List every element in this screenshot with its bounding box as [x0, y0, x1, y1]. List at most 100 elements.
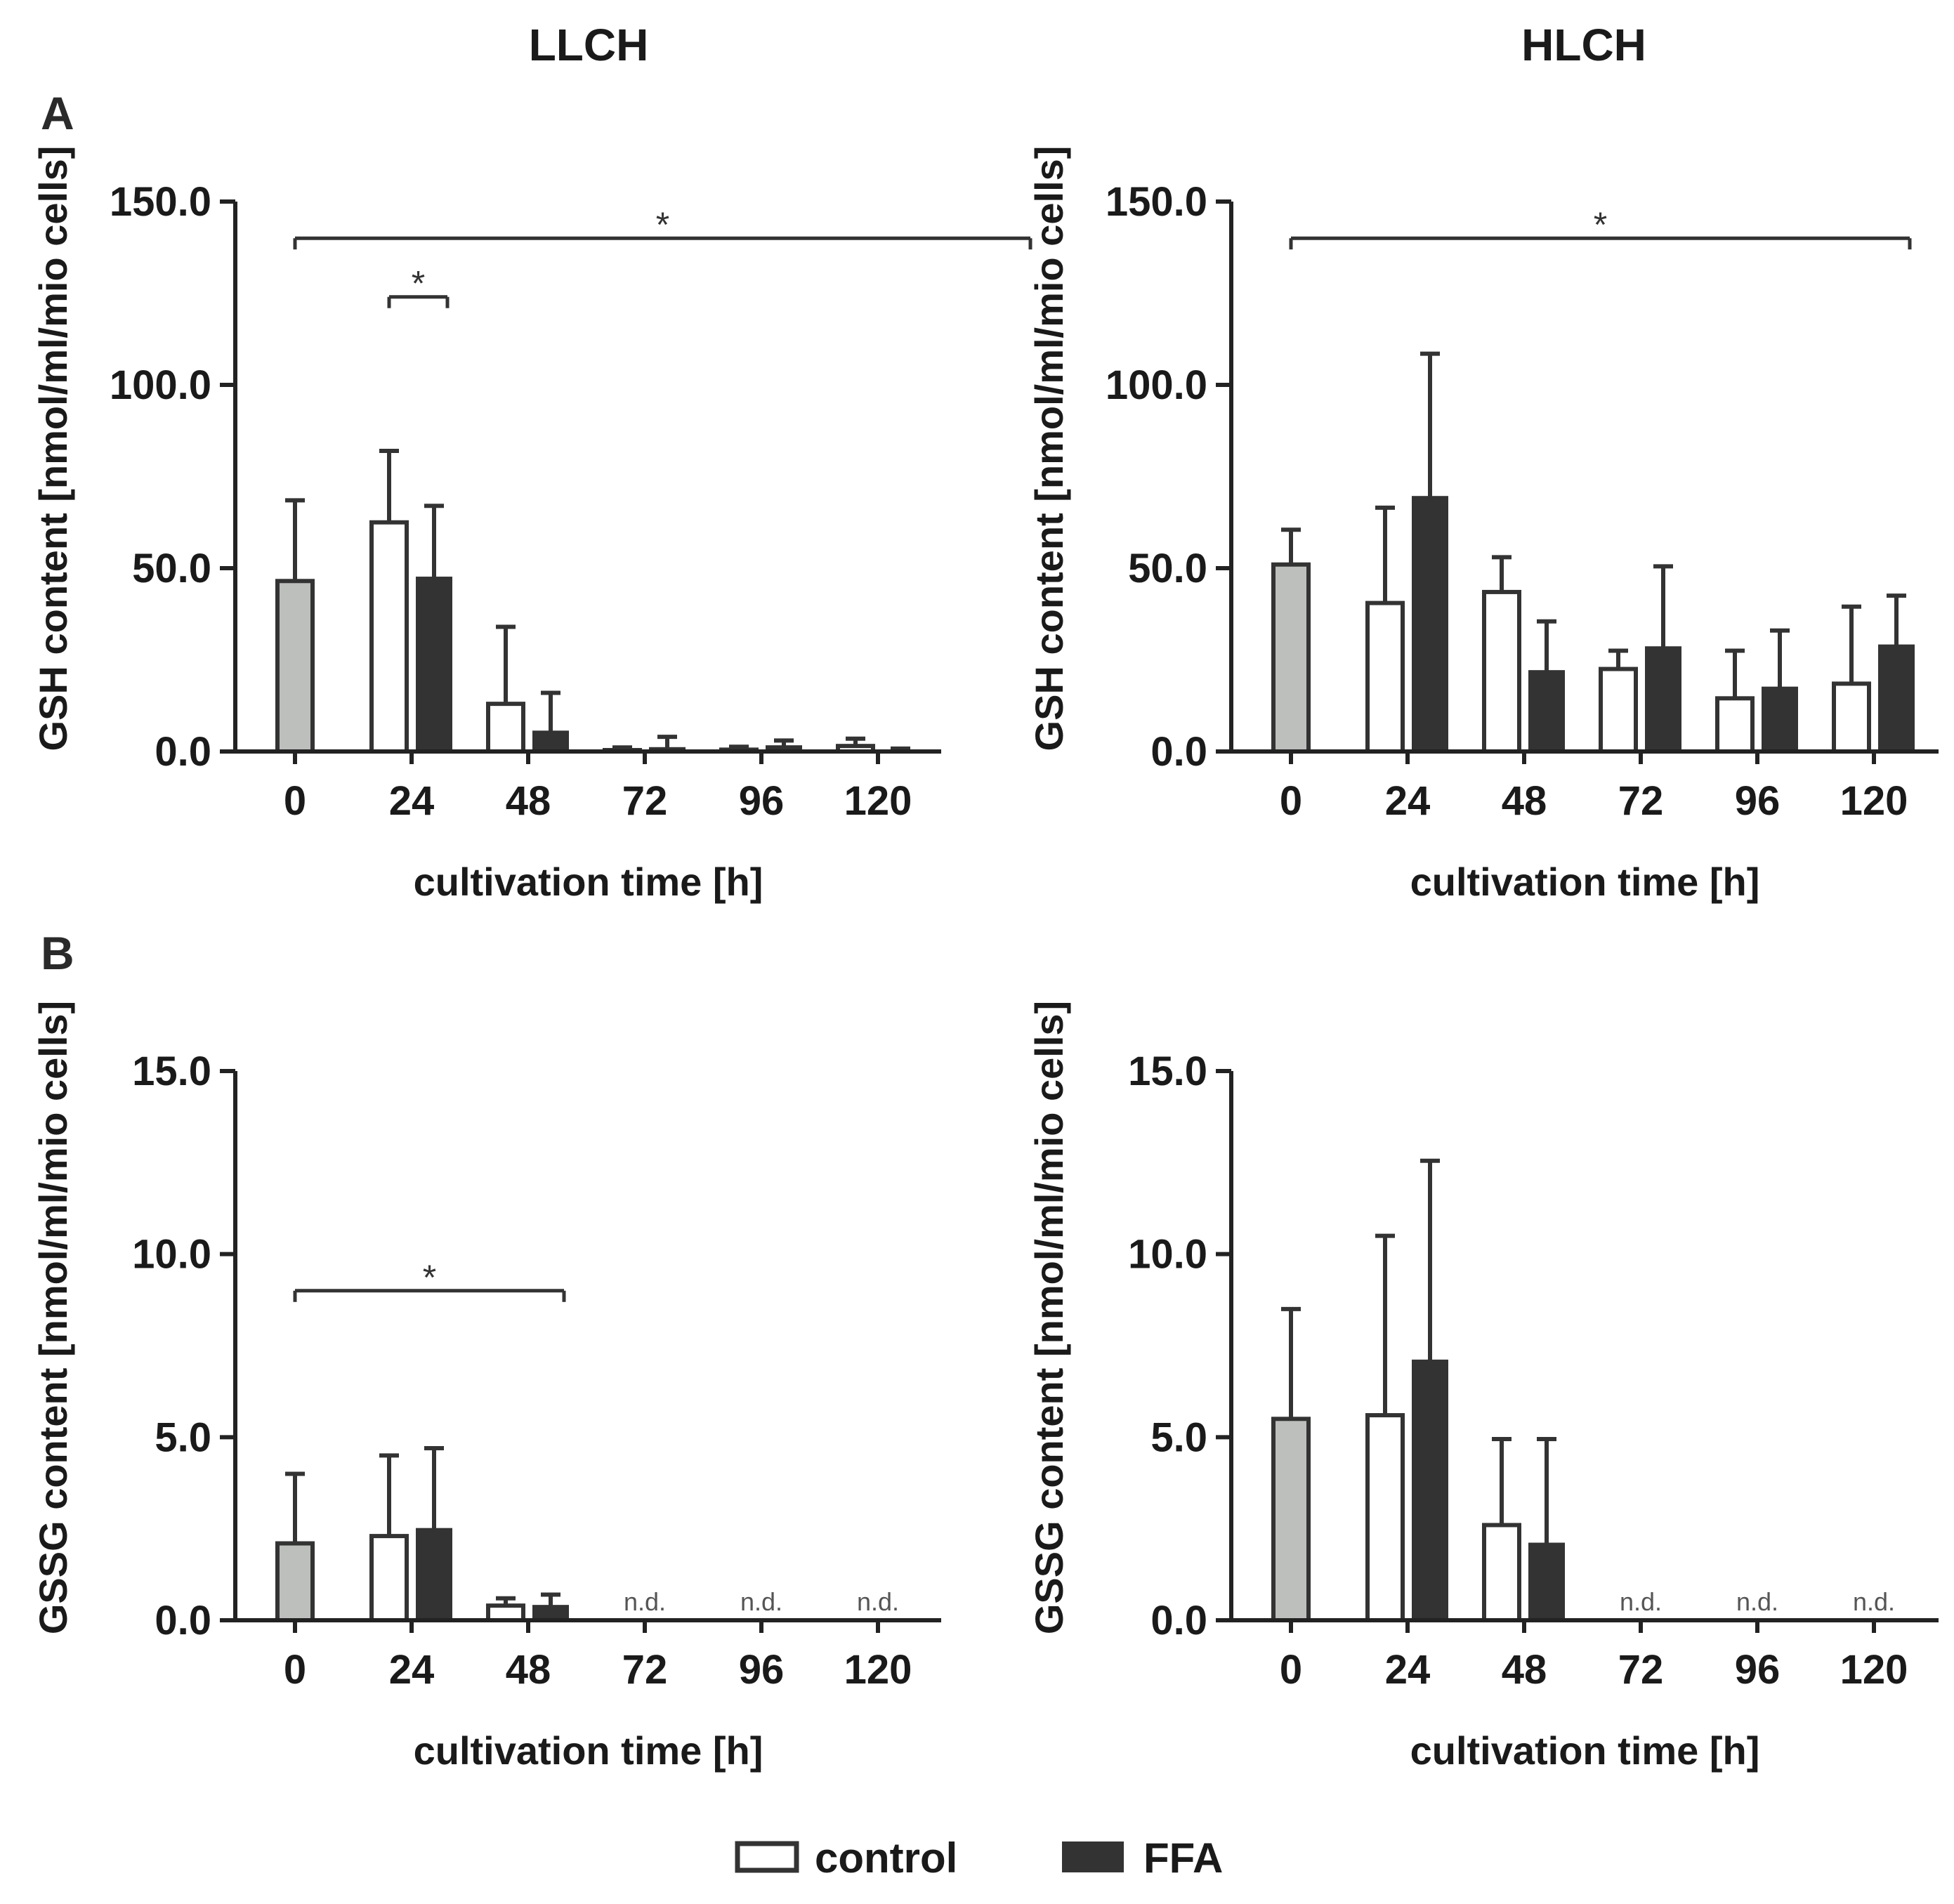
y-axis-label: GSH content [nmol/ml/mio cells]: [31, 146, 75, 751]
x-tick-label: 0: [284, 1647, 306, 1693]
x-tick-label: 120: [1840, 778, 1908, 824]
y-tick-label: 10.0: [1128, 1232, 1207, 1278]
x-axis-label: cultivation time [h]: [414, 860, 763, 904]
x-tick-label: 72: [622, 778, 668, 824]
significance-star: *: [423, 1258, 436, 1297]
x-tick-label: 96: [1735, 1647, 1781, 1693]
y-tick-label: 10.0: [132, 1232, 211, 1278]
x-tick-label: 48: [506, 778, 551, 824]
bar-control-72h: [1599, 667, 1638, 754]
x-tick-label: 72: [1618, 1647, 1664, 1693]
chart-panels: * * 0.0 50.0 100.0 150.0 0 24 48 72 96 120 cultivati…: [31, 146, 1939, 1773]
column-title-llch: LLCH: [529, 20, 649, 70]
nd-label-72h: n.d.: [624, 1587, 666, 1616]
x-tick-label: 72: [622, 1647, 668, 1693]
bar-ffa-72h: [1645, 646, 1681, 752]
x-tick-label: 24: [389, 778, 435, 824]
bar-ffa-48h: [1528, 1542, 1565, 1622]
x-tick-label: 24: [1385, 778, 1431, 824]
bar-ffa-48h: [1528, 670, 1565, 752]
bar-baseline: [1271, 562, 1311, 754]
y-tick-label: 5.0: [1150, 1414, 1207, 1460]
x-axis-label: cultivation time [h]: [1410, 1728, 1760, 1773]
column-title-hlch: HLCH: [1521, 20, 1646, 70]
bar-control-96h: [1715, 696, 1755, 754]
y-tick-label: 15.0: [132, 1049, 211, 1094]
bar-control-48h: [486, 702, 525, 754]
legend: control FFA: [735, 1834, 1223, 1882]
panel-letter-a: A: [41, 87, 74, 139]
bar-ffa-24h: [416, 1528, 452, 1622]
panel-letter-b: B: [41, 927, 74, 979]
x-tick-label: 96: [1735, 778, 1781, 824]
y-tick-label: 5.0: [155, 1414, 211, 1460]
nd-label-72h: n.d.: [1620, 1587, 1662, 1616]
x-tick-label: 72: [1618, 778, 1664, 824]
figure-titles: LLCH HLCH A B: [41, 20, 1646, 979]
x-tick-label: 48: [506, 1647, 551, 1693]
legend-label-control: control: [815, 1834, 957, 1882]
x-tick-label: 96: [739, 1647, 785, 1693]
legend-swatch-ffa: [1062, 1841, 1124, 1872]
x-axis-label: cultivation time [h]: [1410, 860, 1760, 904]
y-axis-label: GSSG content [nmol/ml/mio cells]: [31, 1001, 75, 1634]
nd-label-120h: n.d.: [857, 1587, 899, 1616]
bar-ffa-24h: [1412, 496, 1448, 753]
chart-a-hlch: * 0.0 50.0 100.0 150.0 0 24 48 72 96 120 cultivatio…: [1027, 146, 1939, 904]
y-tick-label: 150.0: [1106, 179, 1207, 225]
legend-label-ffa: FFA: [1143, 1834, 1223, 1882]
significance-star: *: [656, 205, 669, 244]
y-tick-label: 50.0: [1128, 546, 1207, 591]
bar-control-24h: [1365, 1413, 1405, 1622]
bar-control-48h: [1482, 1523, 1521, 1623]
x-tick-label: 120: [1840, 1647, 1908, 1693]
x-tick-label: 24: [389, 1647, 435, 1693]
x-axis-label: cultivation time [h]: [414, 1728, 763, 1773]
chart-a-llch: * * 0.0 50.0 100.0 150.0 0 24 48 72 96 120 cultivati…: [31, 146, 1032, 904]
x-tick-label: 120: [844, 1647, 912, 1693]
y-tick-label: 100.0: [110, 362, 211, 408]
bar-ffa-24h: [416, 577, 452, 752]
y-tick-label: 50.0: [132, 546, 211, 591]
bar-control-48h: [486, 1603, 525, 1623]
bar-ffa-96h: [1762, 686, 1798, 753]
bar-baseline: [275, 579, 315, 754]
nd-label-96h: n.d.: [740, 1587, 782, 1616]
bar-control-24h: [369, 520, 409, 754]
nd-label-96h: n.d.: [1736, 1587, 1778, 1616]
x-tick-label: 48: [1502, 778, 1547, 824]
x-tick-label: 120: [844, 778, 912, 824]
bar-ffa-48h: [532, 730, 569, 753]
chart-b-llch: n.d. n.d. n.d. * 0.0 5.0 10.0 15.0 0 24 48 72 96 120 c…: [31, 1001, 941, 1773]
chart-b-hlch: n.d. n.d. n.d. 0.0 5.0 10.0 15.0 0 24 48 72 96 120 cu…: [1027, 1001, 1939, 1773]
x-tick-label: 96: [739, 778, 785, 824]
bar-baseline: [275, 1541, 315, 1623]
x-tick-label: 0: [1280, 1647, 1302, 1693]
x-tick-label: 0: [284, 778, 306, 824]
y-tick-label: 15.0: [1128, 1049, 1207, 1094]
nd-label-120h: n.d.: [1853, 1587, 1895, 1616]
x-tick-label: 0: [1280, 778, 1302, 824]
y-tick-label: 150.0: [110, 179, 211, 225]
significance-star: *: [412, 264, 425, 303]
y-tick-label: 0.0: [1150, 729, 1207, 775]
y-tick-label: 0.0: [1150, 1598, 1207, 1643]
bar-ffa-120h: [1878, 644, 1915, 752]
y-axis-label: GSSG content [nmol/ml/mio cells]: [1027, 1001, 1071, 1634]
x-tick-label: 48: [1502, 1647, 1547, 1693]
legend-swatch-control: [735, 1841, 799, 1873]
bar-control-120h: [1832, 681, 1871, 754]
bar-control-24h: [1365, 600, 1405, 754]
bar-ffa-24h: [1412, 1359, 1448, 1622]
significance-star: *: [1594, 205, 1607, 244]
y-tick-label: 0.0: [155, 729, 211, 775]
y-axis-label: GSH content [nmol/ml/mio cells]: [1027, 146, 1071, 751]
bar-control-48h: [1482, 589, 1521, 754]
x-tick-label: 24: [1385, 1647, 1431, 1693]
bar-baseline: [1271, 1417, 1311, 1623]
y-tick-label: 0.0: [155, 1598, 211, 1643]
bar-control-24h: [369, 1534, 409, 1622]
bar-ffa-48h: [532, 1605, 569, 1622]
y-tick-label: 100.0: [1106, 362, 1207, 408]
